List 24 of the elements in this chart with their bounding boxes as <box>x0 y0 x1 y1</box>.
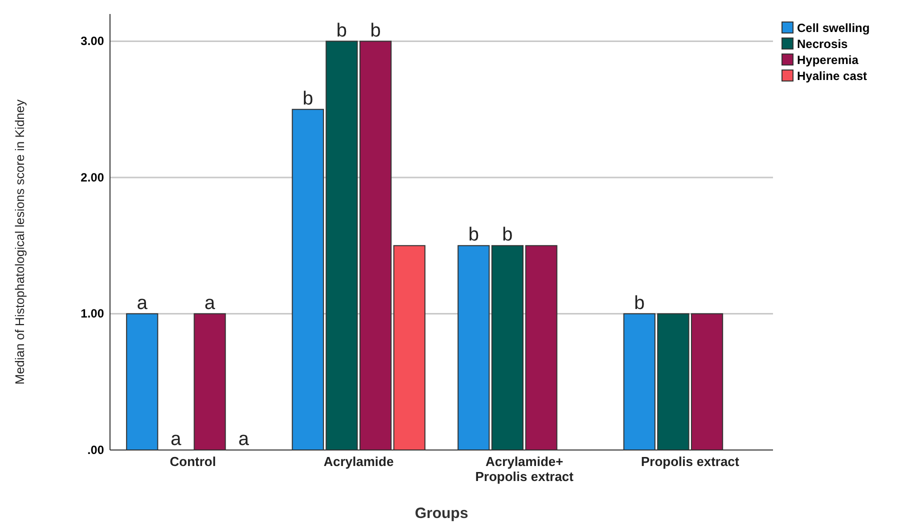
legend-label: Hyaline cast <box>797 69 868 83</box>
data-label: b <box>502 224 513 246</box>
data-label: b <box>302 88 314 110</box>
y-tick-label: 1.00 <box>80 306 104 321</box>
data-label: b <box>336 20 347 42</box>
x-tick-label: Propolis extract <box>640 454 740 469</box>
x-axis-title: Groups <box>414 505 468 522</box>
y-tick-label: 2.00 <box>80 170 104 184</box>
data-label: a <box>136 292 148 314</box>
data-label: b <box>634 292 645 314</box>
data-label: b <box>370 20 381 42</box>
legend-label: Hyperemia <box>797 53 859 67</box>
y-tick-label: .00 <box>87 442 104 457</box>
x-tick-label: Acrylamide <box>324 454 394 469</box>
legend-label: Cell swelling <box>797 21 870 35</box>
data-label: a <box>238 429 250 450</box>
data-label: b <box>468 224 479 246</box>
y-tick-label: 3.00 <box>80 34 104 48</box>
y-axis-title: Median of Histophatological lesions score in Kidney <box>13 98 27 384</box>
x-tick-label: Acrylamide+ Propolis extract <box>475 454 574 484</box>
x-tick-label: Control <box>170 454 216 469</box>
legend-label: Necrosis <box>797 37 848 51</box>
data-label: a <box>170 429 182 450</box>
data-label: a <box>204 292 216 314</box>
